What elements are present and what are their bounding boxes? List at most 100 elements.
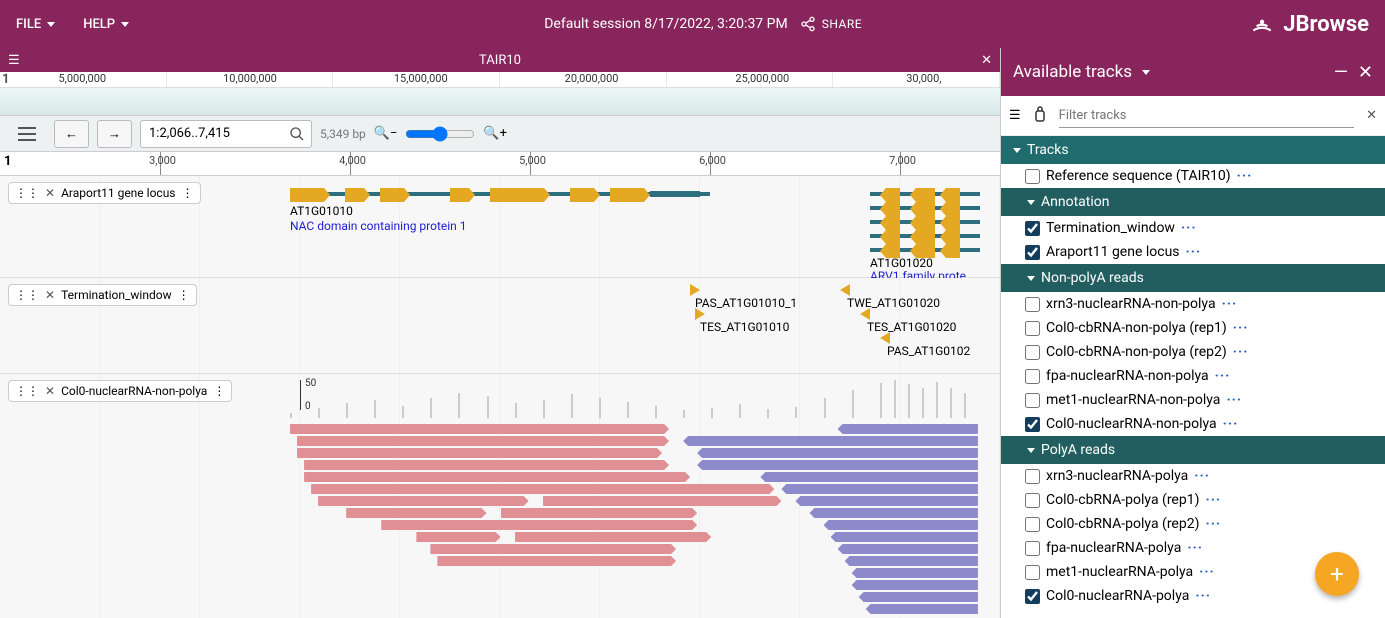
checkbox[interactable] xyxy=(1025,393,1040,408)
bp-span: 5,349 bp xyxy=(320,127,366,141)
filter-row: ☰ ✕ xyxy=(1001,96,1385,136)
checkbox[interactable] xyxy=(1025,417,1040,432)
zoom-slider[interactable] xyxy=(405,126,475,142)
track-label-term[interactable]: ⋮⋮ ✕ Termination_window ⋮ xyxy=(8,284,197,306)
checkbox[interactable] xyxy=(1025,369,1040,384)
trk-item[interactable]: Col0-cbRNA-polya (rep1) ··· xyxy=(1001,488,1385,512)
panel-body: Tracks Reference sequence (TAIR10) ··· A… xyxy=(1001,136,1385,618)
track-menu-icon[interactable]: ⋮ xyxy=(178,288,190,302)
zoom-out-icon[interactable]: 🔍− xyxy=(374,126,398,141)
overview-tick: 30,000, xyxy=(906,72,941,87)
more-icon[interactable]: ··· xyxy=(1233,344,1249,360)
more-icon[interactable]: ··· xyxy=(1205,516,1221,532)
location-input[interactable] xyxy=(149,126,289,141)
share-button[interactable]: SHARE xyxy=(800,16,862,32)
trk-item[interactable]: Col0-cbRNA-non-polya (rep1)··· xyxy=(1001,316,1385,340)
view-menu-icon[interactable]: ☰ xyxy=(8,53,20,68)
nav-back-button[interactable]: ← xyxy=(54,120,89,148)
clear-filter-icon[interactable]: ✕ xyxy=(1366,108,1377,123)
track-name: Col0-nuclearRNA-non-polya xyxy=(61,384,207,398)
trk-item[interactable]: Araport11 gene locus··· xyxy=(1001,240,1385,264)
panel-menu-caret[interactable] xyxy=(1140,62,1150,82)
ruler-tick: 5,000 xyxy=(530,152,531,175)
view-close-icon[interactable]: ✕ xyxy=(981,53,992,68)
tracks-area: ⋮⋮ ✕ Araport11 gene locus ⋮ AT1G01010NAC… xyxy=(0,176,1000,618)
checkbox[interactable] xyxy=(1025,469,1040,484)
trk-item[interactable]: Col0-cbRNA-non-polya (rep2)··· xyxy=(1001,340,1385,364)
checkbox[interactable] xyxy=(1025,321,1040,336)
trk-item[interactable]: xrn3-nuclearRNA-non-polya··· xyxy=(1001,292,1385,316)
trk-item[interactable]: xrn3-nuclearRNA-polya ··· xyxy=(1001,464,1385,488)
hamburger-icon[interactable]: ☰ xyxy=(1009,108,1021,123)
checkbox[interactable] xyxy=(1025,493,1040,508)
drag-handle-icon[interactable]: ⋮⋮ xyxy=(15,288,39,302)
trk-item[interactable]: Col0-nuclearRNA-non-polya··· xyxy=(1001,412,1385,436)
trk-item[interactable]: fpa-nuclearRNA-non-polya··· xyxy=(1001,364,1385,388)
grp-annotation[interactable]: Annotation xyxy=(1001,188,1385,216)
more-icon[interactable]: ··· xyxy=(1233,320,1249,336)
more-icon[interactable]: ··· xyxy=(1205,492,1221,508)
more-icon[interactable]: ··· xyxy=(1215,368,1231,384)
ruler-tick: 3,000 xyxy=(160,152,161,175)
share-label: SHARE xyxy=(822,17,862,31)
close-icon[interactable]: ✕ xyxy=(45,186,55,200)
more-icon[interactable]: ··· xyxy=(1187,540,1203,556)
checkbox[interactable] xyxy=(1025,297,1040,312)
track-menu-icon[interactable]: ⋮ xyxy=(182,186,194,200)
track-label-gene[interactable]: ⋮⋮ ✕ Araport11 gene locus ⋮ xyxy=(8,182,201,204)
search-icon[interactable] xyxy=(289,126,305,142)
drag-handle-icon[interactable]: ⋮⋮ xyxy=(15,186,39,200)
checkbox[interactable] xyxy=(1025,245,1040,260)
more-icon[interactable]: ··· xyxy=(1223,416,1239,432)
overview-ruler[interactable]: 1 5,000,00010,000,00015,000,00020,000,00… xyxy=(0,72,1000,88)
trk-ref[interactable]: Reference sequence (TAIR10) ··· xyxy=(1001,164,1385,188)
close-icon[interactable]: ✕ xyxy=(45,288,55,302)
trk-item-label: xrn3-nuclearRNA-polya xyxy=(1046,468,1188,484)
checkbox[interactable] xyxy=(1025,517,1040,532)
overview-tick: 25,000,000 xyxy=(735,72,789,87)
drag-handle-icon[interactable]: ⋮⋮ xyxy=(15,384,39,398)
more-icon[interactable]: ··· xyxy=(1226,392,1242,408)
grp-nonpolya[interactable]: Non-polyA reads xyxy=(1001,264,1385,292)
trk-item-label: fpa-nuclearRNA-polya xyxy=(1046,540,1181,556)
trk-item[interactable]: Termination_window··· xyxy=(1001,216,1385,240)
minimize-icon[interactable]: — xyxy=(1334,62,1348,83)
trk-item[interactable]: met1-nuclearRNA-non-polya··· xyxy=(1001,388,1385,412)
more-icon[interactable]: ··· xyxy=(1186,244,1202,260)
more-icon[interactable]: ··· xyxy=(1199,564,1215,580)
grp-tracks[interactable]: Tracks xyxy=(1001,136,1385,164)
help-menu[interactable]: HELP xyxy=(83,17,129,32)
more-icon[interactable]: ··· xyxy=(1222,296,1238,312)
grp-polya[interactable]: PolyA reads xyxy=(1001,436,1385,464)
zoom-in-icon[interactable]: 🔍+ xyxy=(483,126,507,141)
close-icon[interactable]: ✕ xyxy=(1358,62,1373,83)
location-box[interactable] xyxy=(140,120,312,148)
reads-pileup xyxy=(290,424,992,618)
checkbox[interactable] xyxy=(1025,541,1040,556)
track-selector-icon[interactable] xyxy=(8,120,46,148)
more-icon[interactable]: ··· xyxy=(1181,220,1197,236)
trk-item[interactable]: Col0-cbRNA-polya (rep2)··· xyxy=(1001,512,1385,536)
checkbox[interactable] xyxy=(1025,169,1040,184)
view-title: TAIR10 xyxy=(479,53,521,68)
filter-input[interactable] xyxy=(1059,104,1354,128)
file-menu[interactable]: FILE xyxy=(16,17,55,32)
checkbox[interactable] xyxy=(1025,565,1040,580)
checkbox[interactable] xyxy=(1025,589,1040,604)
cart-icon[interactable] xyxy=(1033,105,1047,127)
checkbox[interactable] xyxy=(1025,221,1040,236)
trk-item-label: Col0-cbRNA-polya (rep1) xyxy=(1046,492,1199,508)
nav-fwd-button[interactable]: → xyxy=(97,120,132,148)
local-ruler[interactable]: 1 3,0004,0005,0006,0007,000 xyxy=(0,152,1000,176)
ruler-tick: 4,000 xyxy=(350,152,351,175)
checkbox[interactable] xyxy=(1025,345,1040,360)
close-icon[interactable]: ✕ xyxy=(45,384,55,398)
track-name: Termination_window xyxy=(61,288,172,302)
more-icon[interactable]: ··· xyxy=(1237,168,1253,184)
track-label-reads[interactable]: ⋮⋮ ✕ Col0-nuclearRNA-non-polya ⋮ xyxy=(8,380,232,402)
track-menu-icon[interactable]: ⋮ xyxy=(213,384,225,398)
fab-add-button[interactable]: + xyxy=(1315,552,1359,596)
more-icon[interactable]: ··· xyxy=(1195,588,1211,604)
track-name: Araport11 gene locus xyxy=(61,186,175,200)
more-icon[interactable]: ··· xyxy=(1194,468,1210,484)
